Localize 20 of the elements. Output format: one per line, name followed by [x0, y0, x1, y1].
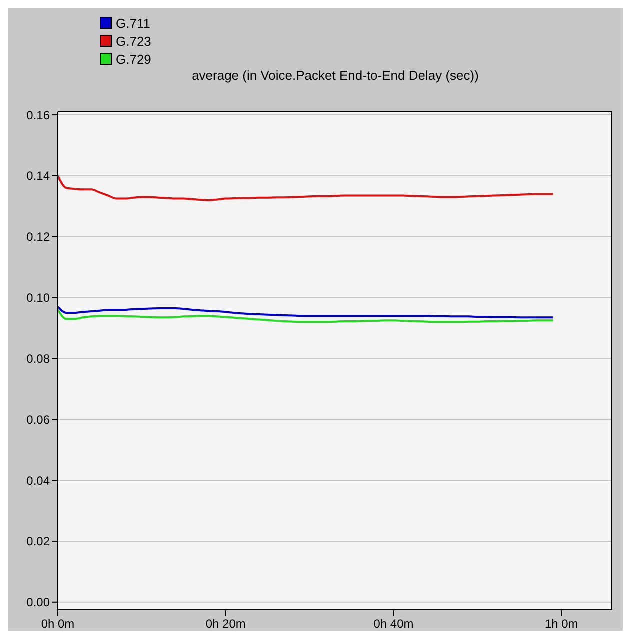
line-series [58, 306, 554, 319]
x-tick-label: 0h 0m [41, 617, 75, 631]
y-tick-label: 0.08 [26, 352, 50, 366]
x-tick-label: 0h 40m [374, 617, 414, 631]
y-tick-label: 0.00 [26, 596, 50, 610]
chart-title: average (in Voice.Packet End-to-End Delay (sec)) [191, 68, 480, 83]
legend-label: G.723 [116, 34, 152, 48]
legend-label: G.729 [116, 52, 152, 66]
line-series [58, 174, 554, 202]
x-tick-label: 1h 0m [544, 617, 578, 631]
y-tick-label: 0.06 [26, 412, 50, 427]
x-tick-label: 0h 20m [206, 617, 246, 631]
line-series [58, 308, 554, 324]
y-tick-label: 0.14 [26, 169, 50, 184]
legend-label: G.711 [116, 16, 150, 30]
y-tick-label: 0.10 [26, 291, 50, 306]
y-tick-label: 0.04 [26, 474, 50, 488]
y-tick-label: 0.02 [26, 534, 50, 549]
y-tick-label: 0.12 [26, 230, 50, 244]
y-tick-label: 0.16 [26, 108, 50, 122]
